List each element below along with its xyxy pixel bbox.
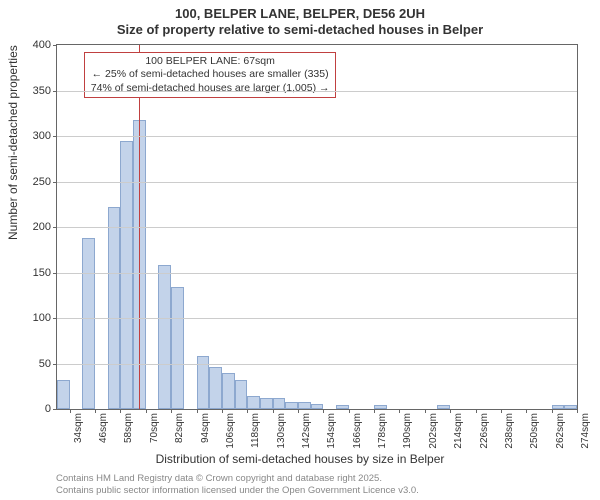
ytick-mark — [53, 273, 57, 274]
xtick-label: 178sqm — [377, 413, 388, 449]
xtick-mark — [425, 409, 426, 413]
gridline — [57, 136, 577, 137]
xtick-mark — [273, 409, 274, 413]
y-axis-label: Number of semi-detached properties — [6, 45, 20, 240]
xtick-label: 34sqm — [73, 413, 84, 443]
footer-line1: Contains HM Land Registry data © Crown c… — [56, 473, 419, 484]
gridline — [57, 91, 577, 92]
plot-area: 100 BELPER LANE: 67sqm ← 25% of semi-det… — [56, 44, 578, 410]
xtick-label: 226sqm — [479, 413, 490, 449]
xtick-mark — [222, 409, 223, 413]
xtick-label: 118sqm — [250, 413, 261, 448]
ytick-label: 0 — [45, 403, 51, 415]
ytick-label: 50 — [39, 358, 51, 370]
ytick-label: 250 — [33, 176, 51, 188]
ytick-label: 200 — [33, 221, 51, 233]
xtick-mark — [70, 409, 71, 413]
xtick-mark — [526, 409, 527, 413]
xtick-mark — [399, 409, 400, 413]
title-line2: Size of property relative to semi-detach… — [0, 22, 600, 38]
title-line1: 100, BELPER LANE, BELPER, DE56 2UH — [0, 6, 600, 22]
histogram-bar — [108, 207, 121, 409]
xtick-label: 274sqm — [580, 413, 591, 449]
ytick-mark — [53, 318, 57, 319]
ytick-label: 350 — [33, 85, 51, 97]
histogram-bar — [336, 405, 349, 409]
histogram-bar — [437, 405, 450, 409]
xtick-label: 58sqm — [123, 413, 134, 443]
histogram-bar — [82, 238, 95, 409]
histogram-bar — [57, 380, 70, 409]
annotation-line3: 74% of semi-detached houses are larger (… — [91, 82, 330, 95]
xtick-label: 154sqm — [326, 413, 337, 449]
histogram-bar — [273, 398, 286, 409]
ytick-mark — [53, 364, 57, 365]
xtick-mark — [476, 409, 477, 413]
xtick-mark — [247, 409, 248, 413]
ytick-mark — [53, 227, 57, 228]
xtick-label: 190sqm — [402, 413, 413, 449]
xtick-mark — [552, 409, 553, 413]
xtick-label: 262sqm — [555, 413, 566, 449]
histogram-bar — [171, 287, 184, 409]
footer: Contains HM Land Registry data © Crown c… — [56, 473, 419, 496]
histogram-bar — [158, 265, 171, 409]
xtick-mark — [146, 409, 147, 413]
footer-line2: Contains public sector information licen… — [56, 485, 419, 496]
gridline — [57, 318, 577, 319]
xtick-mark — [95, 409, 96, 413]
x-axis-label: Distribution of semi-detached houses by … — [0, 452, 600, 466]
histogram-bar — [260, 398, 273, 409]
gridline — [57, 364, 577, 365]
xtick-mark — [349, 409, 350, 413]
xtick-mark — [171, 409, 172, 413]
ytick-label: 300 — [33, 130, 51, 142]
xtick-mark — [197, 409, 198, 413]
xtick-mark — [577, 409, 578, 413]
ytick-mark — [53, 45, 57, 46]
ytick-label: 150 — [33, 267, 51, 279]
ytick-label: 400 — [33, 39, 51, 51]
xtick-mark — [298, 409, 299, 413]
histogram-bar — [285, 402, 298, 409]
histogram-bar — [209, 367, 222, 409]
xtick-mark — [374, 409, 375, 413]
xtick-label: 250sqm — [529, 413, 540, 449]
gridline — [57, 227, 577, 228]
xtick-label: 106sqm — [225, 413, 236, 449]
xtick-label: 238sqm — [504, 413, 515, 449]
xtick-mark — [323, 409, 324, 413]
xtick-label: 70sqm — [149, 413, 160, 443]
ytick-label: 100 — [33, 312, 51, 324]
xtick-label: 166sqm — [352, 413, 363, 449]
xtick-label: 214sqm — [453, 413, 464, 449]
histogram-bar — [564, 405, 577, 409]
histogram-bar — [235, 380, 248, 409]
title-block: 100, BELPER LANE, BELPER, DE56 2UH Size … — [0, 0, 600, 37]
histogram-bar — [247, 396, 260, 409]
ytick-mark — [53, 136, 57, 137]
xtick-label: 142sqm — [301, 413, 312, 449]
xtick-mark — [120, 409, 121, 413]
annotation-line2: ← 25% of semi-detached houses are smalle… — [91, 68, 330, 81]
histogram-bar — [374, 405, 387, 409]
xtick-label: 202sqm — [428, 413, 439, 449]
annotation-line1: 100 BELPER LANE: 67sqm — [91, 55, 330, 68]
ytick-mark — [53, 91, 57, 92]
gridline — [57, 182, 577, 183]
chart-container: 100, BELPER LANE, BELPER, DE56 2UH Size … — [0, 0, 600, 500]
xtick-mark — [501, 409, 502, 413]
histogram-bar — [298, 402, 311, 409]
histogram-bar — [311, 404, 324, 409]
histogram-bar — [222, 373, 235, 409]
xtick-label: 94sqm — [200, 413, 211, 443]
xtick-label: 46sqm — [98, 413, 109, 443]
xtick-label: 130sqm — [276, 413, 287, 449]
ytick-mark — [53, 409, 57, 410]
xtick-mark — [450, 409, 451, 413]
gridline — [57, 273, 577, 274]
histogram-bar — [552, 405, 565, 409]
xtick-label: 82sqm — [174, 413, 185, 443]
ytick-mark — [53, 182, 57, 183]
